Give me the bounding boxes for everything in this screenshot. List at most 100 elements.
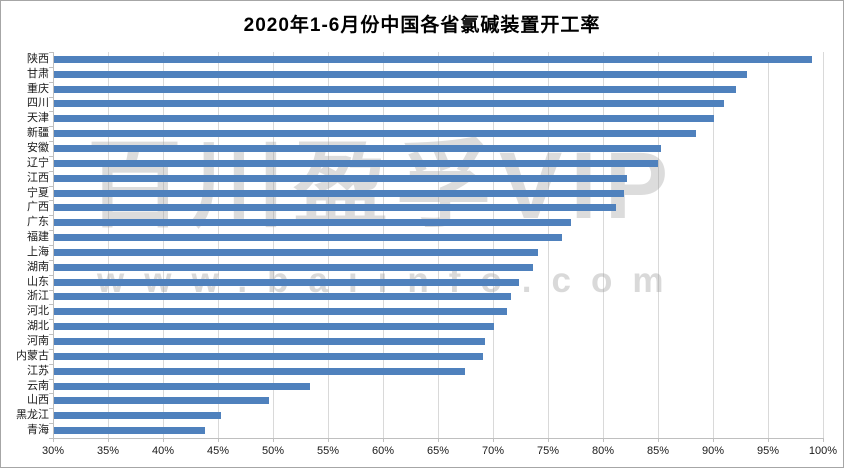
watermark-brand-text: 百川盈孚VIP [87, 133, 677, 239]
y-axis-label: 安徽 [27, 142, 49, 154]
y-axis-tick [49, 438, 53, 439]
bar-青海 [54, 427, 205, 434]
gridline [107, 52, 109, 438]
y-axis-tick [49, 393, 53, 394]
gridline [602, 52, 604, 438]
x-axis-tick [328, 438, 329, 442]
bar-黑龙江 [54, 412, 221, 419]
gridline [547, 52, 549, 438]
bar-宁夏 [54, 190, 624, 197]
y-axis-label: 山西 [27, 394, 49, 406]
bar-安徽 [54, 145, 661, 152]
bar-陕西 [54, 56, 812, 63]
y-axis-label: 云南 [27, 380, 49, 392]
y-axis-tick [49, 423, 53, 424]
bar-山东 [54, 279, 519, 286]
y-axis-label: 宁夏 [27, 187, 49, 199]
y-axis-tick [49, 126, 53, 127]
bar-福建 [54, 234, 562, 241]
bar-新疆 [54, 130, 696, 137]
bar-湖南 [54, 264, 533, 271]
bar-湖北 [54, 323, 494, 330]
y-axis-label: 甘肃 [27, 68, 49, 80]
bar-辽宁 [54, 160, 658, 167]
x-axis-label: 65% [426, 445, 450, 457]
bar-上海 [54, 249, 538, 256]
bar-浙江 [54, 293, 511, 300]
y-axis-tick [49, 230, 53, 231]
y-axis-tick [49, 215, 53, 216]
x-axis-tick [438, 438, 439, 442]
y-axis-label: 内蒙古 [16, 350, 49, 362]
y-axis-tick [49, 364, 53, 365]
y-axis-tick [49, 334, 53, 335]
bar-广西 [54, 204, 616, 211]
x-axis-tick [163, 438, 164, 442]
gridline [712, 52, 714, 438]
y-axis-label: 重庆 [27, 83, 49, 95]
y-axis-label: 广东 [27, 216, 49, 228]
y-axis-tick [49, 349, 53, 350]
bar-江苏 [54, 368, 465, 375]
y-axis-tick [49, 171, 53, 172]
bar-河南 [54, 338, 485, 345]
y-axis-label: 浙江 [27, 290, 49, 302]
y-axis-label: 新疆 [27, 127, 49, 139]
gridline [437, 52, 439, 438]
bar-天津 [54, 115, 714, 122]
chart-title: 2020年1-6月份中国各省氯碱装置开工率 [243, 15, 601, 36]
y-axis-tick [49, 186, 53, 187]
y-axis-tick [49, 97, 53, 98]
x-axis-label: 75% [536, 445, 560, 457]
bar-广东 [54, 219, 571, 226]
bar-四川 [54, 100, 724, 107]
x-axis-label: 95% [756, 445, 780, 457]
y-axis-tick [49, 304, 53, 305]
gridline [492, 52, 494, 438]
x-axis-tick [493, 438, 494, 442]
y-axis-tick [49, 319, 53, 320]
y-axis-label: 江西 [27, 172, 49, 184]
gridline [767, 52, 769, 438]
bar-河北 [54, 308, 507, 315]
gridline [272, 52, 274, 438]
y-axis-label: 上海 [27, 246, 49, 258]
x-axis-tick [603, 438, 604, 442]
gridline [217, 52, 219, 438]
y-axis-tick [49, 245, 53, 246]
y-axis-label: 四川 [27, 97, 49, 109]
y-axis-label: 福建 [27, 231, 49, 243]
y-axis-label: 湖南 [27, 261, 49, 273]
y-axis-label: 陕西 [27, 53, 49, 65]
bar-云南 [54, 383, 310, 390]
x-axis-tick [658, 438, 659, 442]
gridline [822, 52, 824, 438]
y-axis-tick [49, 111, 53, 112]
bar-重庆 [54, 86, 736, 93]
bar-内蒙古 [54, 353, 483, 360]
x-axis-label: 45% [206, 445, 230, 457]
y-axis-line [53, 52, 54, 438]
x-axis-label: 70% [481, 445, 505, 457]
y-axis-tick [49, 290, 53, 291]
gridline [382, 52, 384, 438]
y-axis-label: 江苏 [27, 365, 49, 377]
y-axis-label: 河北 [27, 305, 49, 317]
plot-area [53, 52, 824, 438]
x-axis-label: 30% [41, 445, 65, 457]
x-axis-tick [218, 438, 219, 442]
y-axis-tick [49, 156, 53, 157]
y-axis-label: 湖北 [27, 320, 49, 332]
x-axis-tick [273, 438, 274, 442]
x-axis-label: 90% [701, 445, 725, 457]
x-axis-tick [53, 438, 54, 442]
gridline [327, 52, 329, 438]
y-axis-tick [49, 67, 53, 68]
y-axis-tick [49, 200, 53, 201]
y-axis-label: 天津 [27, 112, 49, 124]
y-axis-tick [49, 275, 53, 276]
y-axis-tick [49, 82, 53, 83]
x-axis-tick [548, 438, 549, 442]
y-axis-tick [49, 141, 53, 142]
